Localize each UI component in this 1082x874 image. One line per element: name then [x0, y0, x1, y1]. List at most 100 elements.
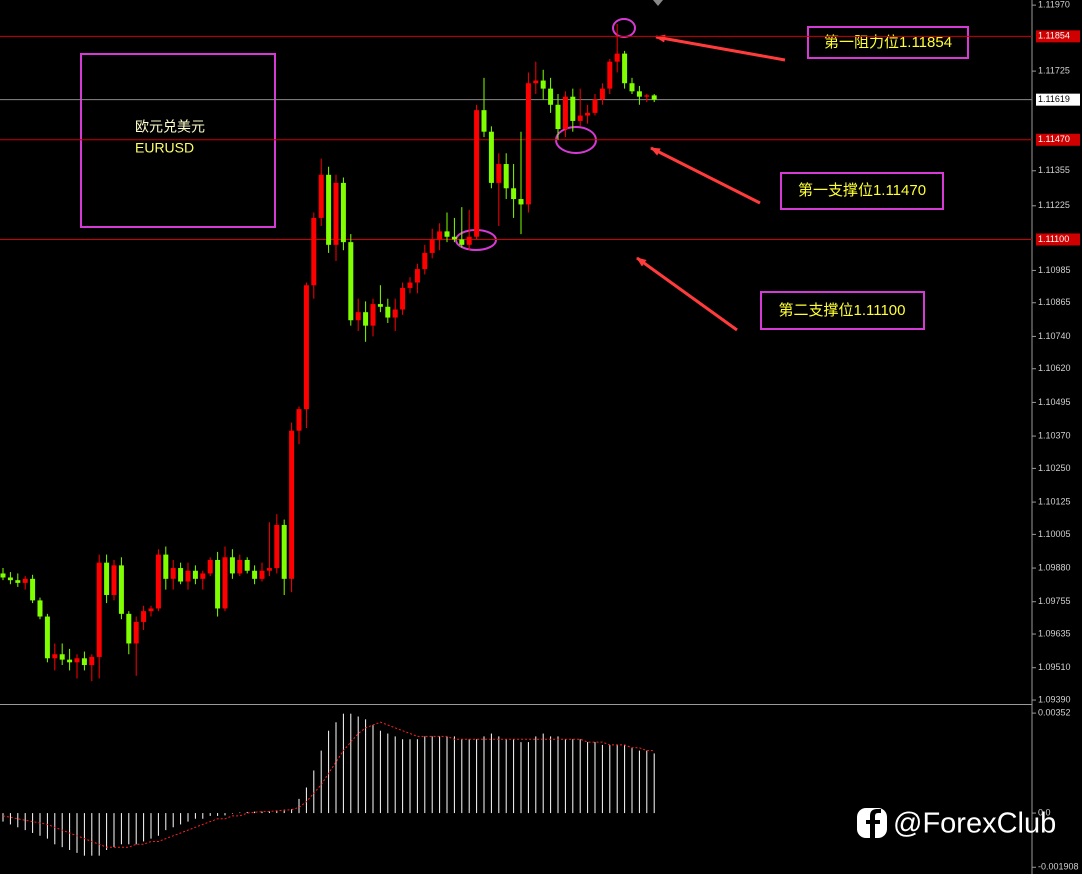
candle-body — [422, 252, 428, 270]
symbol-code: EURUSD — [135, 140, 194, 156]
candle-body — [163, 554, 169, 579]
candle-body — [318, 174, 324, 218]
watermark-text: @ForexClub — [893, 808, 1056, 840]
candle-body — [303, 285, 309, 410]
candle-body — [555, 104, 561, 130]
candle-body — [355, 312, 361, 321]
candle-body — [155, 554, 161, 609]
y-tick-label: 1.11225 — [1038, 200, 1070, 210]
candle-body — [185, 570, 191, 582]
candle-body — [281, 524, 287, 579]
candle-body — [392, 309, 398, 318]
candle-body — [274, 524, 280, 569]
candle-body — [266, 568, 272, 571]
candle-body — [577, 115, 583, 121]
candle-body — [104, 562, 110, 595]
y-tick-label: 1.10740 — [1038, 331, 1071, 341]
level-label-bg — [1036, 133, 1080, 146]
candle-body — [59, 654, 65, 660]
candle-body — [599, 88, 605, 100]
candle-body — [444, 231, 450, 237]
level-label: 1.11470 — [1038, 134, 1070, 144]
candle-body — [348, 242, 354, 321]
candle-body — [207, 559, 213, 574]
y-tick-label: 1.09880 — [1038, 562, 1071, 572]
y-tick-label: 0.00352 — [1038, 707, 1071, 717]
candle-body — [407, 282, 413, 288]
candle-body — [474, 110, 480, 237]
y-tick-label: 1.09510 — [1038, 662, 1071, 672]
candle-body — [533, 80, 539, 84]
annotation-box — [780, 172, 944, 210]
scroll-marker — [653, 0, 663, 6]
candle-body — [340, 182, 346, 243]
level-label: 1.11854 — [1038, 31, 1070, 41]
candle-body — [237, 559, 243, 574]
candle-body — [385, 306, 391, 318]
watermark: @ForexClub — [857, 808, 1056, 840]
y-tick-label: 1.11355 — [1038, 165, 1070, 175]
candle-body — [126, 613, 132, 644]
candle-body — [651, 95, 657, 100]
candle-body — [7, 577, 13, 581]
candle-body — [614, 53, 620, 62]
y-tick-label: 1.10495 — [1038, 397, 1071, 407]
signal-line — [2, 721, 655, 848]
candle-body — [511, 188, 517, 200]
y-tick-label: 1.10620 — [1038, 363, 1071, 373]
annotation: 第二支撑位1.11100 — [779, 301, 906, 319]
y-tick-label: 1.09635 — [1038, 628, 1071, 638]
candle-body — [622, 53, 628, 84]
candle-body — [178, 568, 184, 582]
candle-body — [148, 608, 154, 612]
candle-body — [585, 112, 591, 116]
y-tick-label: 1.10125 — [1038, 496, 1071, 506]
candle-body — [133, 621, 139, 644]
level-label: 1.11100 — [1038, 234, 1069, 244]
candle-body — [503, 164, 509, 189]
current-price-bg — [1036, 93, 1080, 106]
candle-body — [466, 236, 472, 245]
candle-body — [141, 611, 147, 622]
candle-body — [437, 231, 443, 240]
y-tick-label: 0.0 — [1038, 807, 1051, 817]
annotation-box — [760, 291, 925, 330]
candle-body — [518, 199, 524, 205]
candle-body — [496, 164, 502, 183]
candle-body — [215, 559, 221, 609]
candle-body — [459, 239, 465, 245]
candle-body — [252, 570, 258, 579]
candle-body — [200, 573, 206, 579]
candle-body — [525, 83, 531, 205]
candle-body — [363, 312, 369, 326]
y-tick-label: -0.001908 — [1038, 862, 1079, 872]
candle-body — [222, 557, 228, 609]
candle-body — [548, 88, 554, 105]
candle-body — [89, 656, 95, 666]
candle-body — [229, 557, 235, 574]
candle-body — [540, 80, 546, 89]
candle-body — [81, 658, 87, 666]
symbol-box — [80, 53, 276, 228]
candle-body — [629, 83, 635, 92]
y-tick-label: 1.09755 — [1038, 596, 1071, 606]
candle-body — [244, 559, 250, 571]
y-tick-label: 1.11725 — [1038, 65, 1070, 75]
candle-body — [74, 658, 80, 663]
candle-body — [44, 616, 50, 659]
level-label-bg — [1036, 30, 1080, 43]
candle-body — [488, 131, 494, 183]
candle-body — [0, 573, 6, 578]
candle-body — [15, 580, 21, 583]
candle-body — [289, 430, 295, 579]
candle-body — [30, 578, 36, 601]
annotation: 第一支撑位1.11470 — [798, 181, 926, 199]
candle-body — [414, 269, 420, 283]
candle-body — [451, 236, 457, 240]
candle-body — [326, 174, 332, 245]
symbol-name: 欧元兑美元 — [135, 119, 205, 135]
candle-body — [96, 562, 102, 657]
y-tick-label: 1.10370 — [1038, 430, 1071, 440]
y-tick-label: 1.11970 — [1038, 0, 1070, 9]
